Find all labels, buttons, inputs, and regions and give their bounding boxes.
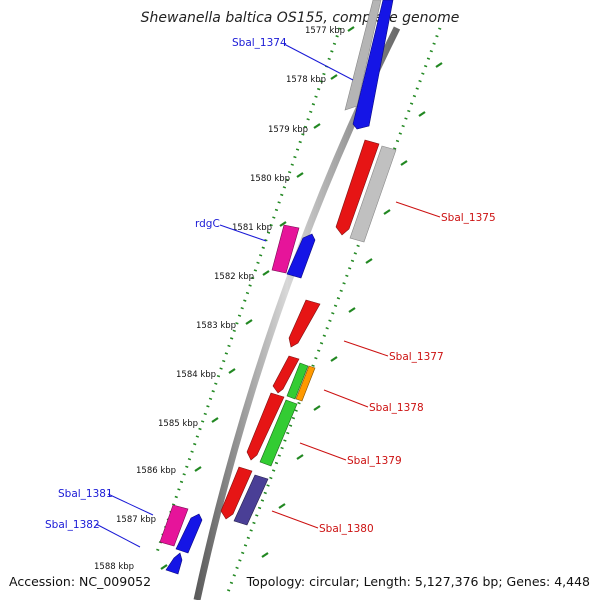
gene-feature-rdgC[interactable] <box>286 233 316 279</box>
tick-marks <box>160 26 443 570</box>
map-title: Shewanella baltica OS155, complete genom… <box>141 10 460 26</box>
gene-label-sbal-1374[interactable]: Sbal_1374 <box>232 37 287 49</box>
gene-label-sbal-1377[interactable]: Sbal_1377 <box>389 351 444 363</box>
accession-text: Accession: NC_009052 <box>9 574 151 589</box>
reverse-features <box>220 139 397 526</box>
left-leader-lines <box>95 43 354 548</box>
left-dotted-track <box>154 27 342 556</box>
genome-summary-text: Topology: circular; Length: 5,127,376 bp… <box>246 574 590 589</box>
kbp-label: 1578 kbp <box>286 75 326 85</box>
kbp-label: 1586 kbp <box>136 466 176 476</box>
kbp-label: 1582 kbp <box>214 272 254 282</box>
gene-feature-rdgC-rna[interactable] <box>271 224 300 274</box>
gene-feature-sbal-1381-rna[interactable] <box>159 504 189 547</box>
gene-label-rdgC[interactable]: rdgC <box>195 218 220 230</box>
gene-feature-sbal-1378[interactable] <box>295 365 316 402</box>
gene-label-sbal-1378[interactable]: Sbal_1378 <box>369 402 424 414</box>
gene-feature-grey-2[interactable] <box>349 145 397 243</box>
gene-feature-sbal-1380[interactable] <box>233 474 269 526</box>
gene-label-sbal-1382[interactable]: Sbal_1382 <box>45 519 100 531</box>
gene-feature-grey[interactable] <box>344 0 382 111</box>
kbp-labels: 1577 kbp 1578 kbp 1579 kbp 1580 kbp 1581… <box>94 26 345 572</box>
kbp-label: 1584 kbp <box>176 370 216 380</box>
right-leader-lines <box>271 201 441 529</box>
gene-label-sbal-1379[interactable]: Sbal_1379 <box>347 455 402 467</box>
gene-label-sbal-1380[interactable]: Sbal_1380 <box>319 523 374 535</box>
gene-feature-sbal-1378-red[interactable] <box>272 355 300 394</box>
gene-feature-sbal-1374[interactable] <box>352 0 394 130</box>
kbp-label: 1581 kbp <box>232 223 272 233</box>
forward-features <box>159 0 394 575</box>
kbp-label: 1580 kbp <box>250 174 290 184</box>
kbp-label: 1585 kbp <box>158 419 198 429</box>
gene-feature-sbal-1380-red[interactable] <box>220 466 253 520</box>
kbp-label: 1577 kbp <box>305 26 345 36</box>
gene-feature-sbal-1378-green[interactable] <box>286 362 309 400</box>
kbp-label: 1588 kbp <box>94 562 134 572</box>
gene-feature-sbal-1381[interactable] <box>175 513 203 554</box>
right-dotted-track <box>226 27 442 593</box>
kbp-label: 1587 kbp <box>116 515 156 525</box>
kbp-label: 1583 kbp <box>196 321 236 331</box>
gene-feature-sbal-1379[interactable] <box>259 399 298 467</box>
gene-labels: Sbal_1374 rdgC Sbal_1381 Sbal_1382 Sbal_… <box>45 37 496 535</box>
gene-feature-sbal-1377[interactable] <box>288 299 321 348</box>
gene-feature-sbal-1375[interactable] <box>335 139 380 236</box>
gene-feature-sbal-1379-red[interactable] <box>246 392 285 461</box>
gene-label-sbal-1375[interactable]: Sbal_1375 <box>441 212 496 224</box>
kbp-label: 1579 kbp <box>268 125 308 135</box>
gene-feature-sbal-1382[interactable] <box>165 552 183 575</box>
gene-label-sbal-1381[interactable]: Sbal_1381 <box>58 488 113 500</box>
